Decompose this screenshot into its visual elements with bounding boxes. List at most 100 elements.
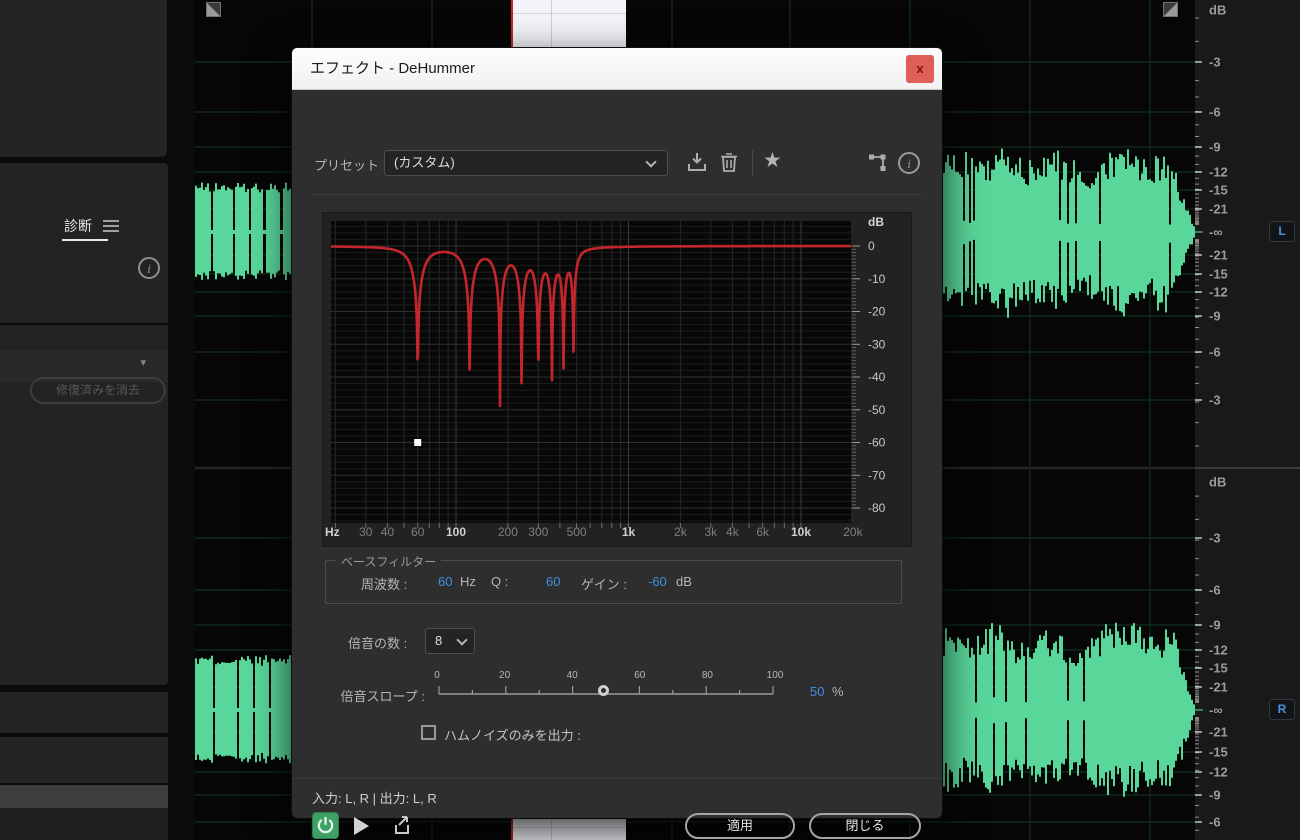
svg-text:3k: 3k (704, 525, 718, 539)
gain-value[interactable]: -60 (648, 574, 667, 589)
base-filter-legend: ベースフィルター (336, 553, 442, 570)
delete-preset-icon[interactable] (717, 150, 741, 174)
preset-select[interactable]: (カスタム) (384, 150, 668, 176)
diagnostics-panel: 診断 i ▾ 修復済みを消去 (0, 163, 168, 685)
left-panel-column: 診断 i ▾ 修復済みを消去 (0, 0, 195, 840)
divider (312, 194, 922, 195)
divider (292, 778, 942, 779)
svg-text:-80: -80 (868, 501, 886, 515)
svg-text:1k: 1k (622, 525, 636, 539)
hum-only-label: ハムノイズのみを出力 : (444, 728, 581, 743)
q-label: Q : (491, 574, 509, 589)
harmonics-label: 倍音の数 : (348, 636, 408, 651)
ruler-label: -6 (1209, 345, 1221, 360)
time-selection-bottom[interactable] (512, 818, 626, 840)
dehummer-dialog: エフェクト - DeHummer x プリセット : (カスタム) ★ (292, 48, 942, 839)
q-value[interactable]: 60 (546, 574, 561, 589)
playhead[interactable] (511, 0, 513, 48)
svg-text:30: 30 (359, 525, 373, 539)
selected-row[interactable] (0, 785, 168, 808)
harmonics-select[interactable]: 8 (425, 628, 475, 654)
base-filter-group: ベースフィルター 周波数 : 60 Hz Q : 60 ゲイン : -60 dB (325, 553, 902, 604)
apply-button[interactable]: 適用 (685, 813, 795, 839)
panel-menu-icon[interactable] (103, 220, 119, 233)
ruler-label: -12 (1209, 765, 1228, 780)
svg-text:100: 100 (446, 525, 466, 539)
svg-text:0: 0 (868, 239, 875, 253)
frequency-value[interactable]: 60 (438, 574, 453, 589)
ruler-label: dB (1209, 3, 1226, 18)
info-icon[interactable]: i (898, 152, 920, 174)
divider (752, 150, 753, 176)
amplitude-ruler[interactable]: dB -3 -6 -9 -12 -15 -21 -∞ -21 -15 -12 -9 -6 -3 dB -3 -6… (1195, 0, 1300, 840)
ruler-label: -12 (1209, 643, 1228, 658)
playhead[interactable] (511, 818, 513, 840)
time-selection-top[interactable] (512, 0, 626, 48)
dialog-body: プリセット : (カスタム) ★ i (292, 90, 942, 839)
close-icon[interactable]: x (906, 55, 934, 83)
svg-text:20k: 20k (843, 525, 863, 539)
channel-badge-left[interactable]: L (1269, 221, 1295, 242)
slope-slider-handle[interactable] (597, 685, 609, 696)
ruler-label: -12 (1209, 285, 1228, 300)
effect-power-toggle[interactable] (312, 812, 339, 839)
svg-text:-60: -60 (868, 436, 886, 450)
ruler-label: -21 (1209, 680, 1228, 695)
ruler-label: -21 (1209, 725, 1228, 740)
channel-badge-right[interactable]: R (1269, 699, 1295, 720)
ruler-line (512, 827, 626, 828)
tab-diagnostics[interactable]: 診断 (64, 218, 92, 234)
clear-repaired-button[interactable]: 修復済みを消去 (30, 377, 166, 404)
ruler-label: -21 (1209, 248, 1228, 263)
info-icon[interactable]: i (138, 257, 160, 279)
frequency-label: 周波数 : (361, 577, 408, 592)
ruler-label: -6 (1209, 583, 1221, 598)
svg-text:2k: 2k (674, 525, 688, 539)
svg-text:200: 200 (498, 525, 518, 539)
save-preset-icon[interactable] (685, 150, 709, 174)
slope-tick-label: 20 (499, 670, 511, 681)
lower-panel-b (0, 737, 168, 783)
ruler-label: -3 (1209, 55, 1221, 70)
hum-only-checkbox[interactable] (421, 725, 436, 740)
ruler-line (512, 13, 626, 14)
filter-handle[interactable] (414, 439, 422, 446)
selection-handle-left[interactable] (206, 2, 221, 17)
chevron-down-icon[interactable]: ▾ (140, 357, 146, 369)
close-button[interactable]: 閉じる (809, 813, 921, 839)
tab-active-underline (62, 239, 108, 241)
gain-unit: dB (676, 574, 692, 589)
preview-play-button[interactable] (354, 817, 369, 835)
ruler-label: -∞ (1209, 225, 1223, 240)
favorite-star-icon[interactable]: ★ (763, 149, 782, 172)
chevron-down-icon (645, 156, 657, 168)
upper-panel (0, 0, 168, 157)
slope-unit: % (832, 684, 844, 699)
routing-icon[interactable] (866, 151, 890, 175)
io-channels-text: 入力: L, R | 出力: L, R (312, 791, 437, 806)
loop-playback-icon[interactable] (390, 814, 414, 838)
ruler-label: -∞ (1209, 703, 1223, 718)
slope-scale-numbers: 0 20 40 60 80 100 (434, 670, 783, 682)
scan-row[interactable]: ▾ (0, 350, 168, 382)
selection-handle-right[interactable] (1163, 2, 1178, 17)
ruler-label: -9 (1209, 788, 1221, 803)
gridline (551, 0, 552, 48)
frequency-response-graph[interactable]: 0 -10 -20 -30 -40 -50 -60 -70 -80 dB Hz 30 40 60 100 20… (322, 212, 912, 547)
ruler-label: -9 (1209, 309, 1221, 324)
svg-text:-10: -10 (868, 272, 886, 286)
ruler-label: dB (1209, 475, 1226, 490)
slope-tick-label: 0 (434, 670, 440, 681)
ruler-label: -9 (1209, 618, 1221, 633)
svg-text:60: 60 (411, 525, 425, 539)
slope-value: 50 (810, 684, 825, 699)
svg-text:-50: -50 (868, 403, 886, 417)
ruler-label: -12 (1209, 165, 1228, 180)
svg-text:500: 500 (567, 525, 587, 539)
svg-text:300: 300 (528, 525, 548, 539)
ruler-label: -6 (1209, 815, 1221, 830)
preset-label: プリセット : (314, 158, 387, 173)
dialog-titlebar[interactable]: エフェクト - DeHummer (292, 48, 942, 90)
ruler-label: -15 (1209, 661, 1228, 676)
